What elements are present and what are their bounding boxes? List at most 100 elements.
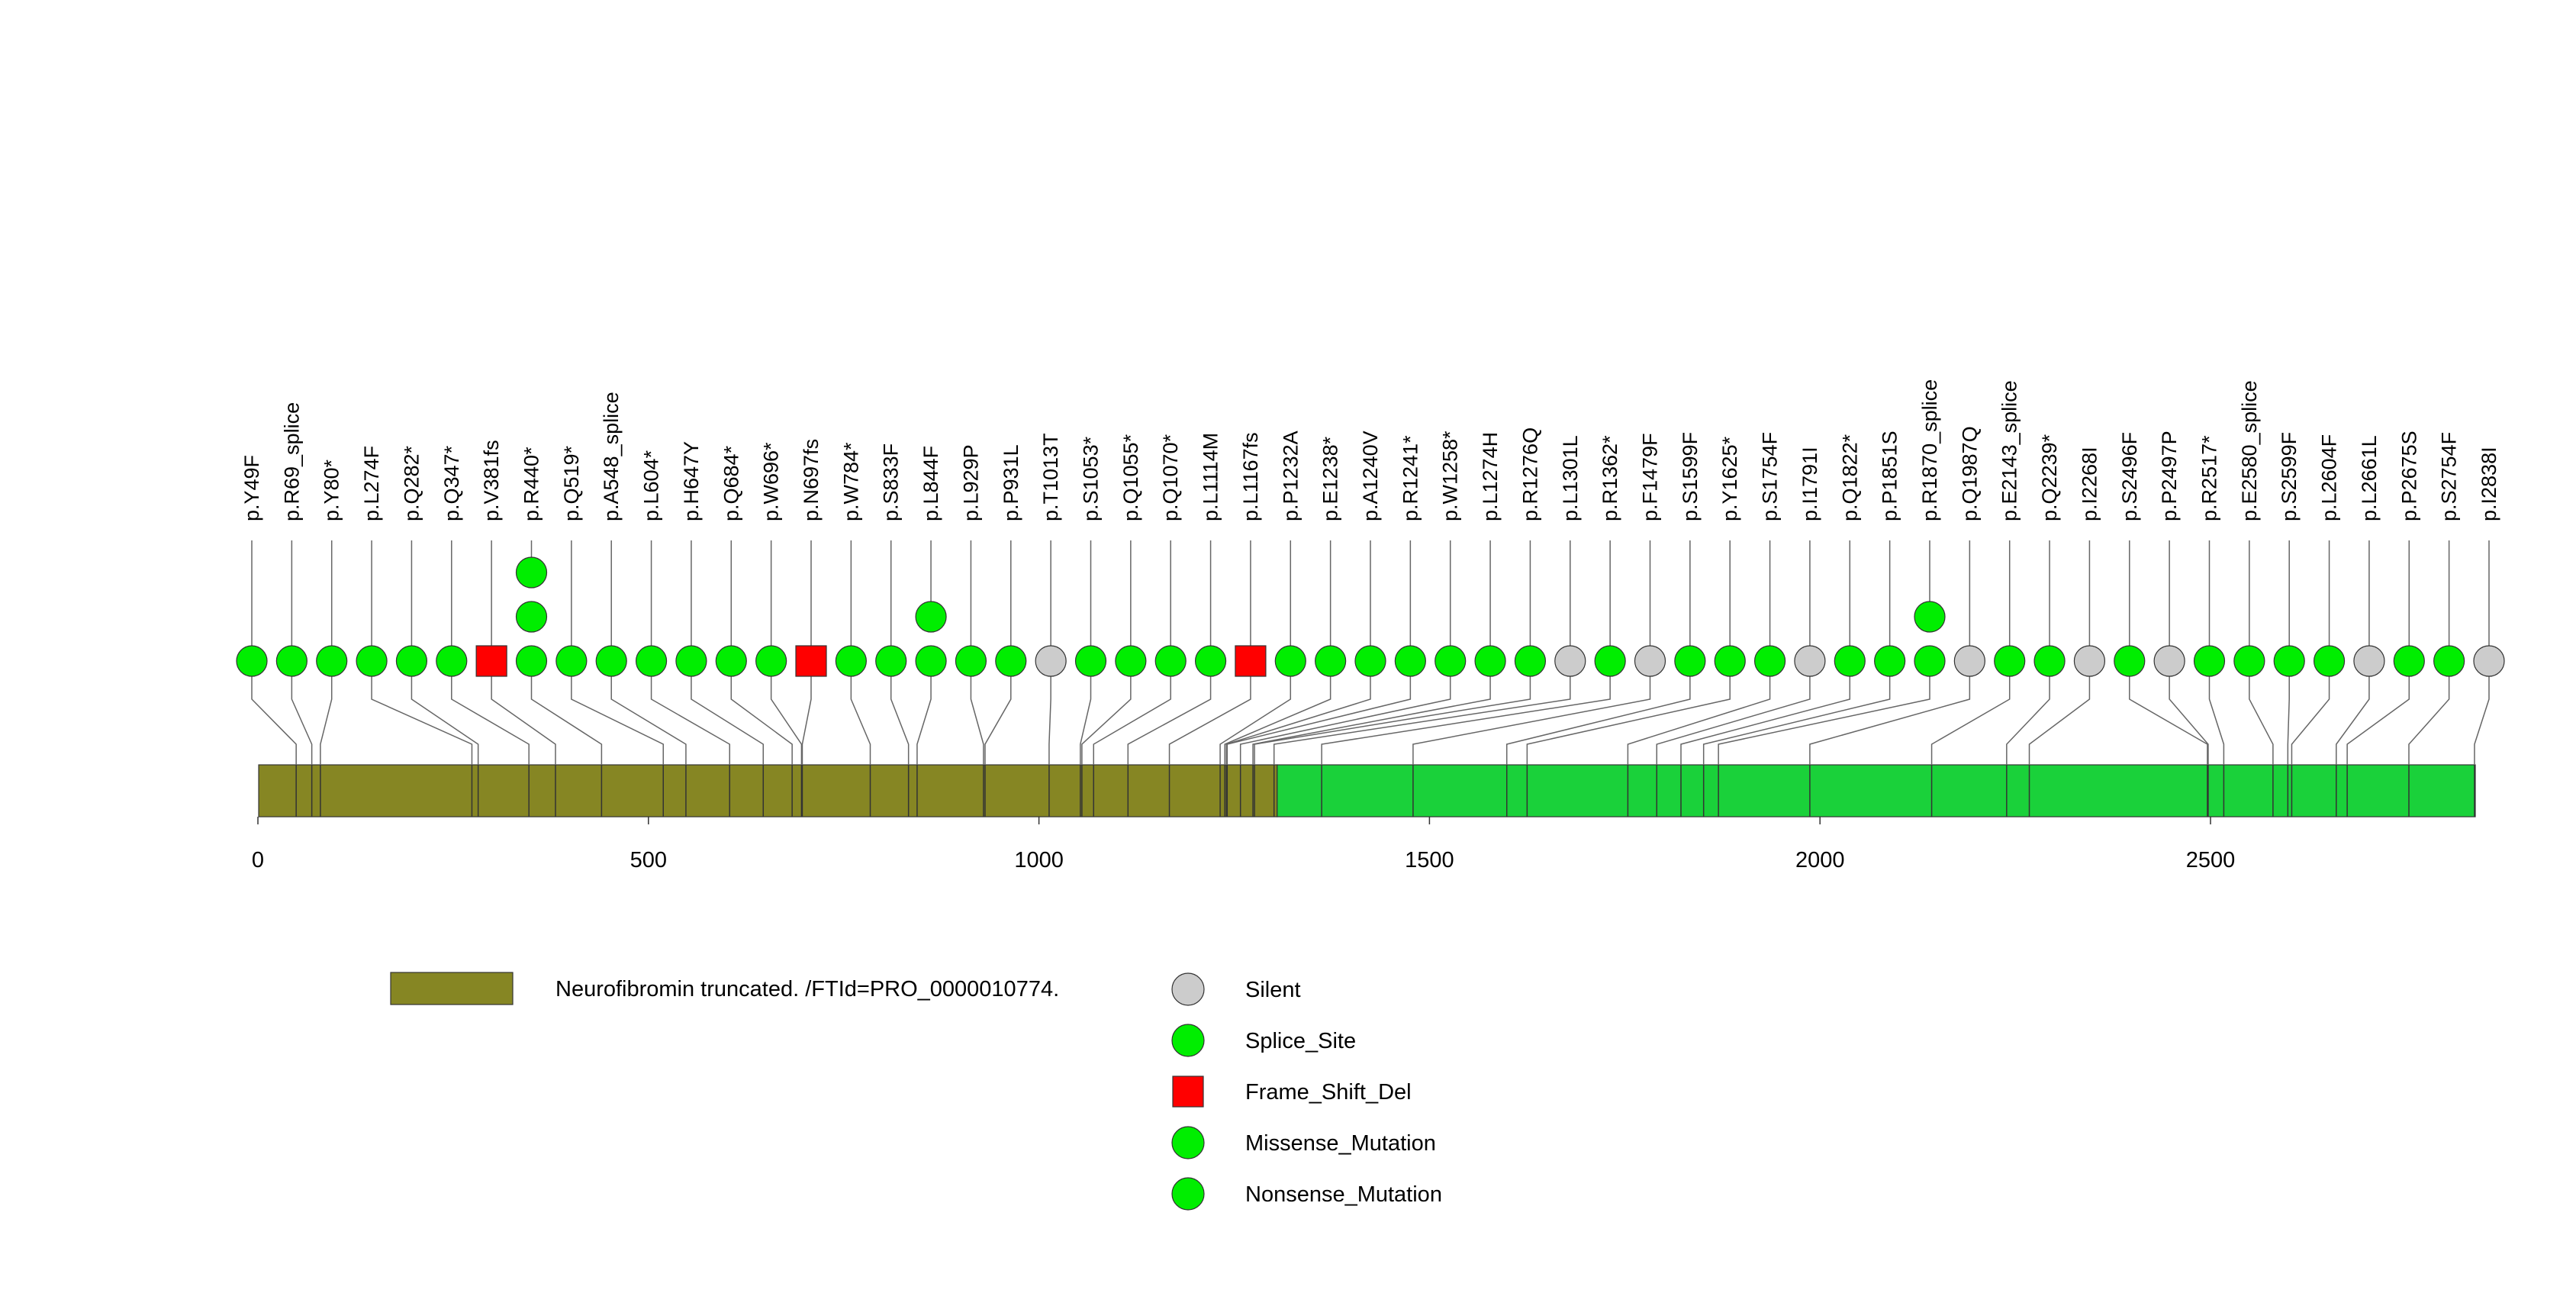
domain-segment-2 — [1277, 764, 2476, 818]
mutation-marker-circle — [875, 645, 907, 677]
mutation-marker-circle — [915, 645, 947, 677]
mutation-label: p.S1599F — [1679, 432, 1702, 521]
mutation-label: p.F1479F — [1639, 433, 1662, 521]
mutation-marker-circle — [2033, 645, 2066, 677]
mutation-marker-circle — [2353, 645, 2385, 677]
mutation-marker-circle — [1554, 645, 1586, 677]
mutation-marker-circle — [356, 645, 388, 677]
mutation-marker-circle — [1794, 645, 1826, 677]
mutation-label: p.Q1822* — [1838, 434, 1861, 521]
connector-line — [2169, 661, 2209, 765]
connector-line — [451, 661, 530, 765]
mutation-label: p.Y80* — [320, 459, 343, 521]
connector-line — [251, 661, 297, 765]
mutation-marker-circle — [2114, 645, 2146, 677]
connector-line — [571, 661, 664, 765]
mutation-marker-circle — [1953, 645, 1985, 677]
mutation-marker-circle — [515, 556, 548, 589]
mutation-marker-circle — [2393, 645, 2425, 677]
mutation-label: p.Q282* — [400, 445, 423, 521]
mutation-label: p.S1754F — [1759, 432, 1782, 521]
mutation-marker-square — [795, 645, 827, 677]
mutation-marker-circle — [1514, 645, 1547, 677]
connector-line — [801, 661, 812, 765]
mutation-marker-circle — [1714, 645, 1746, 677]
mutation-label: p.L1301L — [1559, 435, 1582, 521]
connector-line — [2291, 661, 2330, 765]
connector-line — [1930, 661, 2011, 765]
mutation-marker-circle — [1035, 645, 1067, 677]
mutation-label: p.R1241* — [1399, 435, 1422, 521]
connector-line — [850, 661, 871, 765]
mutation-label: p.P1232A — [1279, 431, 1302, 521]
mutation-label: p.P2497P — [2158, 431, 2181, 521]
connector-line — [1093, 661, 1171, 765]
connector-line — [1226, 661, 1412, 765]
mutation-label: p.L929P — [959, 444, 982, 521]
connector-line — [770, 661, 803, 765]
mutation-marker-circle — [1874, 645, 1906, 677]
mutation-marker-circle — [1435, 645, 1467, 677]
legend-label: Silent — [1245, 978, 1301, 1002]
mutation-label: p.R1276Q — [1518, 427, 1541, 521]
mutation-label: p.L274F — [360, 446, 383, 521]
x-axis-tick-label: 500 — [630, 848, 667, 872]
mutation-label: p.I2838I — [2478, 447, 2500, 521]
connector-line — [320, 661, 333, 765]
mutation-label: p.E1238* — [1319, 436, 1342, 521]
mutation-marker-circle — [1753, 645, 1786, 677]
mutation-label: p.S833F — [880, 443, 903, 521]
mutation-marker-circle — [1914, 645, 1946, 677]
mutation-label: p.N697fs — [800, 439, 823, 521]
mutation-marker-circle — [2073, 645, 2106, 677]
connector-line — [1702, 661, 1891, 765]
mutation-label: p.V381fs — [480, 440, 503, 521]
x-axis-tick-label: 2000 — [1795, 848, 1845, 872]
mutation-label: p.R440* — [520, 447, 543, 521]
legend-domain-swatch — [390, 972, 514, 1005]
connector-line — [916, 661, 932, 765]
connector-line — [2336, 661, 2370, 765]
mutation-marker-circle — [675, 645, 707, 677]
connector-line — [491, 661, 556, 765]
protein-domain-bar — [258, 764, 2476, 818]
mutation-marker-circle — [555, 645, 588, 677]
mutation-marker-circle — [755, 645, 787, 677]
legend-domain-label: Neurofibromin truncated. /FTId=PRO_00000… — [555, 977, 1059, 1001]
mutation-label: p.L844F — [919, 446, 942, 521]
mutation-marker-square — [475, 645, 507, 677]
mutation-label: p.L1167fs — [1239, 432, 1262, 521]
legend-marker-circle — [1171, 1024, 1205, 1057]
connector-line — [2474, 661, 2490, 765]
legend-label: Nonsense_Mutation — [1245, 1182, 1442, 1207]
legend-marker-square — [1172, 1076, 1204, 1108]
mutation-marker-circle — [955, 645, 987, 677]
connector-line — [2346, 661, 2410, 765]
mutation-marker-circle — [1474, 645, 1506, 677]
mutation-label: p.R1362* — [1599, 435, 1621, 521]
domain-segment-1 — [258, 764, 1278, 818]
mutation-label: p.Q1987Q — [1958, 426, 1981, 521]
connector-line — [970, 661, 984, 765]
x-axis-tick-label: 0 — [252, 848, 264, 872]
mutation-label: p.Q1055* — [1119, 434, 1142, 521]
connector-line — [1273, 661, 1571, 765]
connector-line — [1505, 661, 1691, 765]
mutation-marker-circle — [2313, 645, 2346, 677]
mutation-label: p.L604* — [640, 450, 663, 521]
mutation-marker-circle — [1274, 645, 1306, 677]
connector-line — [890, 661, 910, 765]
connector-line — [1219, 661, 1292, 765]
mutation-marker-circle — [1074, 645, 1107, 677]
mutation-label: p.W1258* — [1439, 431, 1462, 521]
mutation-label: p.R1870_splice — [1918, 379, 1941, 521]
connector-line — [291, 661, 313, 765]
connector-line — [1526, 661, 1731, 765]
legend-label: Missense_Mutation — [1245, 1131, 1436, 1156]
mutation-label: p.L2661L — [2358, 435, 2381, 521]
connector-line — [650, 661, 731, 765]
mutation-labels: p.Y49F p.R69_splice p.Y80* p.L274F p.Q282* p.… — [240, 379, 2500, 521]
connector-line — [730, 661, 793, 765]
legend-label: Splice_Site — [1245, 1029, 1356, 1053]
x-axis-tick-label: 1500 — [1405, 848, 1454, 872]
